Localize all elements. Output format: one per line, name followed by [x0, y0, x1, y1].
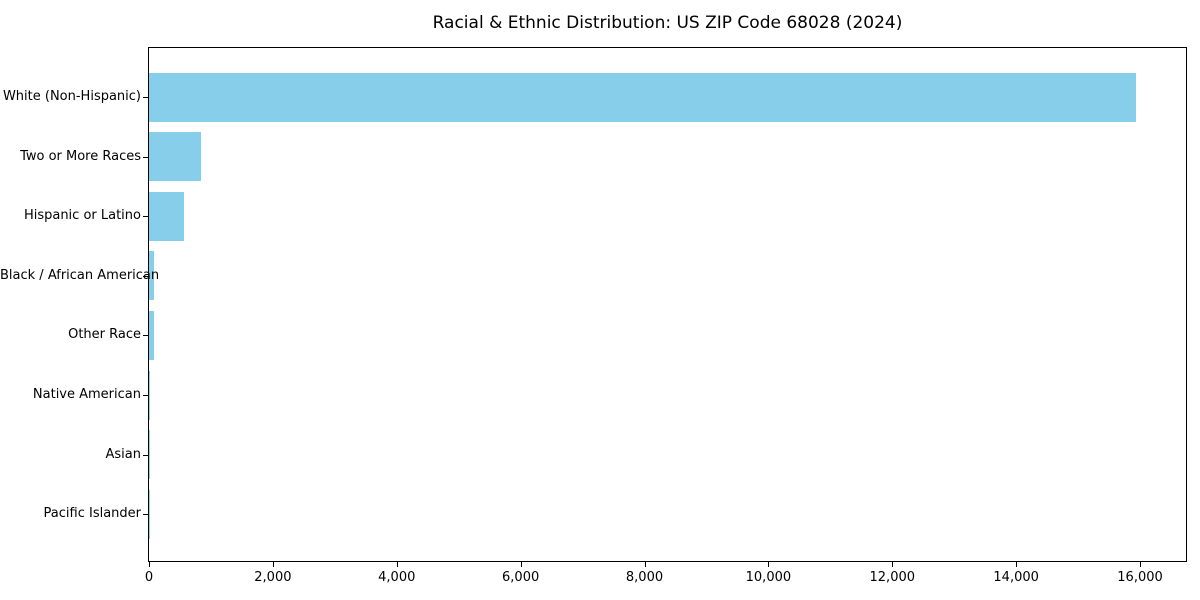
y-tick-mark [143, 454, 148, 456]
y-tick-label: Black / African American [0, 267, 160, 283]
x-tick-label: 8,000 [625, 570, 664, 585]
y-tick-mark [143, 395, 148, 396]
y-tick-mark [143, 514, 148, 516]
y-tick-mark [143, 216, 148, 218]
y-tick-mark [143, 97, 148, 98]
chart-title: Racial & Ethnic Distribution: US ZIP Cod… [432, 13, 903, 33]
x-tick-label: 14,000 [993, 570, 1039, 585]
y-tick-mark [143, 156, 148, 158]
y-tick-label: Native American [32, 387, 141, 402]
x-tick-label: 0 [144, 570, 154, 585]
bar [149, 251, 154, 301]
y-tick-label: Hispanic or Latino [23, 208, 141, 224]
x-tick-label: 12,000 [869, 570, 916, 585]
x-tick-mark [149, 562, 150, 567]
x-tick-label: 16,000 [1117, 570, 1163, 585]
x-tick-mark [1140, 562, 1142, 567]
x-tick-label: 6,000 [502, 570, 540, 585]
bar [149, 132, 202, 182]
x-tick-mark [892, 562, 894, 567]
bar [149, 430, 150, 480]
y-tick-label: Asian [105, 446, 141, 462]
y-tick-label: Two or More Races [20, 148, 141, 164]
x-tick-mark [768, 562, 770, 567]
x-tick-mark [1016, 562, 1018, 567]
y-tick-mark [143, 275, 148, 277]
y-tick-label: White (Non-Hispanic) [2, 89, 141, 104]
bar [149, 191, 184, 241]
x-tick-mark [520, 562, 522, 567]
x-tick-mark [272, 562, 274, 567]
x-tick-mark [644, 562, 646, 567]
x-tick-mark [396, 562, 398, 567]
bar [149, 310, 154, 360]
bar [149, 72, 1136, 122]
x-tick-label: 2,000 [254, 570, 292, 585]
bar [149, 370, 150, 420]
x-tick-label: 10,000 [745, 570, 792, 585]
plot-area [148, 47, 1187, 562]
y-tick-label: Other Race [68, 327, 141, 343]
y-tick-label: Pacific Islander [43, 506, 141, 522]
x-tick-label: 4,000 [378, 570, 416, 585]
y-tick-mark [143, 335, 148, 337]
